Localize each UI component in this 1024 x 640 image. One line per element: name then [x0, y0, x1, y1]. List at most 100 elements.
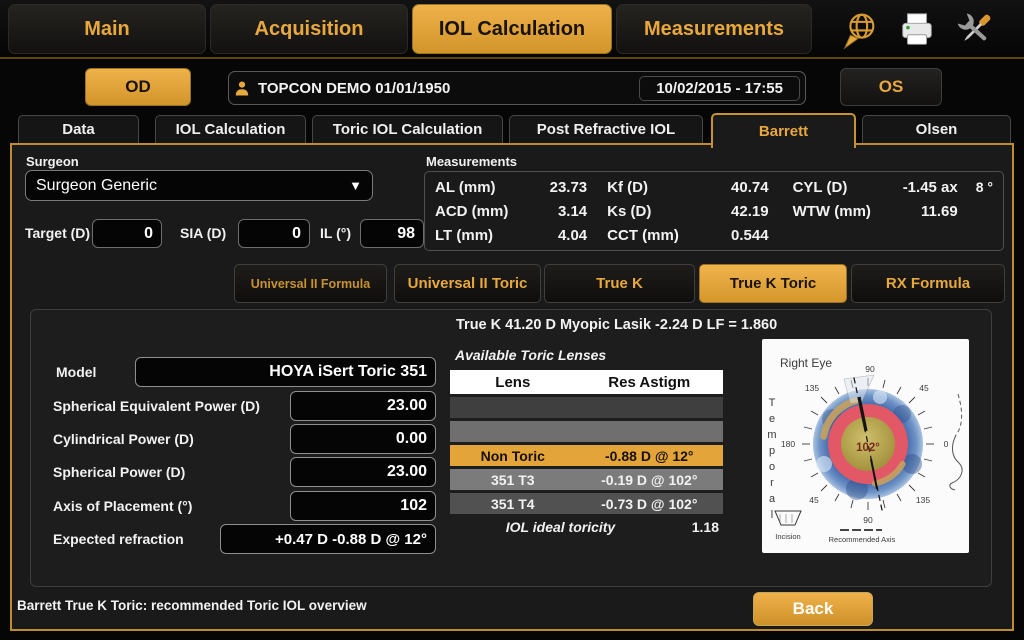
right-eye-diagram: Right Eye 102° 90 45 0 135 90 45 180 135: [762, 339, 969, 553]
il-input[interactable]: 98: [360, 219, 424, 248]
formula-universal-ii-button[interactable]: Universal II Formula: [234, 264, 387, 303]
expected-refraction-label: Expected refraction: [53, 531, 184, 547]
od-label: OD: [125, 77, 151, 97]
sia-input[interactable]: 0: [238, 219, 310, 248]
axis-placement-label: Axis of Placement (°): [53, 498, 192, 514]
patient-icon: [234, 80, 250, 97]
printer-icon: [896, 9, 938, 51]
tab-barrett[interactable]: Barrett: [711, 113, 856, 148]
ideal-toricity-row: IOL ideal toricity 1.18: [450, 519, 723, 535]
os-button[interactable]: OS: [840, 68, 942, 106]
tab-toric-iol-label: Toric IOL Calculation: [333, 121, 482, 138]
incision-icon: [775, 511, 801, 525]
lt-value: 4.04: [517, 227, 588, 244]
surgeon-select[interactable]: Surgeon Generic ▼: [25, 170, 373, 201]
print-button[interactable]: [894, 7, 940, 53]
measurement-row: LT (mm) 4.04 CCT (mm) 0.544: [435, 227, 993, 244]
svg-text:135: 135: [805, 383, 819, 393]
cyl-power-field[interactable]: 0.00: [290, 424, 436, 454]
tab-acquisition[interactable]: Acquisition: [210, 4, 408, 54]
lens-row-351-t3[interactable]: 351 T3 -0.19 D @ 102°: [450, 469, 723, 490]
recommended-axis-label: Recommended Axis: [829, 535, 896, 544]
sia-value: 0: [292, 225, 301, 243]
tab-iol-calc-sub[interactable]: IOL Calculation: [155, 115, 306, 144]
network-button[interactable]: [836, 7, 882, 53]
al-label: AL (mm): [435, 179, 517, 196]
expected-refraction-field[interactable]: +0.47 D -0.88 D @ 12°: [220, 524, 436, 554]
surgeon-label: Surgeon: [26, 154, 79, 169]
back-button[interactable]: Back: [753, 592, 873, 626]
formula-rx-button[interactable]: RX Formula: [851, 264, 1005, 303]
lens-row-351-t4[interactable]: 351 T4 -0.73 D @ 102°: [450, 493, 723, 514]
se-power-field[interactable]: 23.00: [290, 391, 436, 421]
patient-field[interactable]: TOPCON DEMO 01/01/1950 10/02/2015 - 17:5…: [228, 71, 806, 105]
ideal-toricity-label: IOL ideal toricity: [450, 519, 671, 535]
tab-data-label: Data: [62, 121, 95, 138]
eye-title: Right Eye: [780, 356, 832, 370]
model-label: Model: [56, 364, 96, 380]
lens-row-empty-2[interactable]: [450, 421, 723, 442]
sph-power-row: Spherical Power (D) 23.00: [31, 458, 421, 486]
surgeon-selected-value: Surgeon Generic: [36, 177, 157, 195]
wtw-value: 11.69: [884, 203, 958, 220]
tab-main[interactable]: Main: [8, 4, 206, 54]
sph-power-label: Spherical Power (D): [53, 464, 185, 480]
axis-placement-field[interactable]: 102: [290, 491, 436, 521]
wtw-label: WTW (mm): [793, 203, 884, 220]
sia-label: SIA (D): [180, 225, 226, 241]
svg-text:90: 90: [863, 515, 873, 525]
tab-main-label: Main: [84, 18, 130, 41]
tab-barrett-label: Barrett: [759, 123, 808, 140]
tab-olsen[interactable]: Olsen: [862, 115, 1011, 144]
model-row: Model HOYA iSert Toric 351: [31, 358, 421, 386]
formula-universal-ii-toric-button[interactable]: Universal II Toric: [394, 264, 541, 303]
ideal-toricity-value: 1.18: [671, 519, 723, 535]
acd-value: 3.14: [517, 203, 588, 220]
tab-iol-calculation[interactable]: IOL Calculation: [412, 4, 612, 54]
svg-text:135: 135: [916, 495, 930, 505]
od-button[interactable]: OD: [85, 68, 191, 106]
lens-row-empty-1[interactable]: [450, 397, 723, 418]
settings-button[interactable]: [952, 7, 998, 53]
cyl-value: -1.45 ax: [884, 179, 958, 196]
incision-label: Incision: [775, 532, 800, 541]
tab-measurements[interactable]: Measurements: [616, 4, 812, 54]
top-nav-bar: Main Acquisition IOL Calculation Measure…: [0, 0, 1024, 59]
patient-name: TOPCON DEMO 01/01/1950: [258, 80, 450, 97]
formula-true-k-toric-button[interactable]: True K Toric: [699, 264, 847, 303]
cyl-power-label: Cylindrical Power (D): [53, 431, 194, 447]
target-input[interactable]: 0: [92, 219, 162, 248]
lens-table-header: Lens Res Astigm: [450, 370, 723, 394]
model-field[interactable]: HOYA iSert Toric 351: [135, 357, 436, 387]
tab-post-refractive[interactable]: Post Refractive IOL: [509, 115, 703, 144]
formula-true-k-button[interactable]: True K: [544, 264, 695, 303]
target-label: Target (D): [25, 225, 90, 241]
measurements-title: Measurements: [426, 154, 517, 169]
col-res-astigm: Res Astigm: [576, 374, 723, 391]
globe-pointer-icon: [838, 9, 880, 51]
tab-data[interactable]: Data: [18, 115, 139, 144]
il-label: IL (°): [320, 225, 351, 241]
lt-label: LT (mm): [435, 227, 517, 244]
cyl-axis-value: 8 °: [958, 179, 993, 195]
sph-power-field[interactable]: 23.00: [290, 457, 436, 487]
il-value: 98: [397, 225, 415, 243]
target-value: 0: [144, 225, 153, 243]
svg-text:180: 180: [781, 439, 795, 449]
temporal-label: Temporal: [766, 397, 778, 525]
tools-icon: [953, 9, 997, 51]
chevron-down-icon: ▼: [349, 178, 362, 193]
toric-lens-table: Lens Res Astigm Non Toric -0.88 D @ 12° …: [450, 370, 723, 535]
ks-value: 42.19: [696, 203, 768, 220]
tab-measurements-label: Measurements: [644, 18, 784, 41]
lens-row-non-toric[interactable]: Non Toric -0.88 D @ 12°: [450, 445, 723, 466]
svg-text:45: 45: [919, 383, 929, 393]
tab-toric-iol[interactable]: Toric IOL Calculation: [312, 115, 503, 144]
axis-value-label: 102°: [856, 442, 880, 454]
ks-label: Ks (D): [607, 203, 696, 220]
tab-iol-calc-sub-label: IOL Calculation: [176, 121, 286, 138]
os-label: OS: [879, 77, 904, 97]
col-lens: Lens: [450, 374, 576, 391]
exam-datetime: 10/02/2015 - 17:55: [639, 76, 800, 101]
kf-label: Kf (D): [607, 179, 696, 196]
